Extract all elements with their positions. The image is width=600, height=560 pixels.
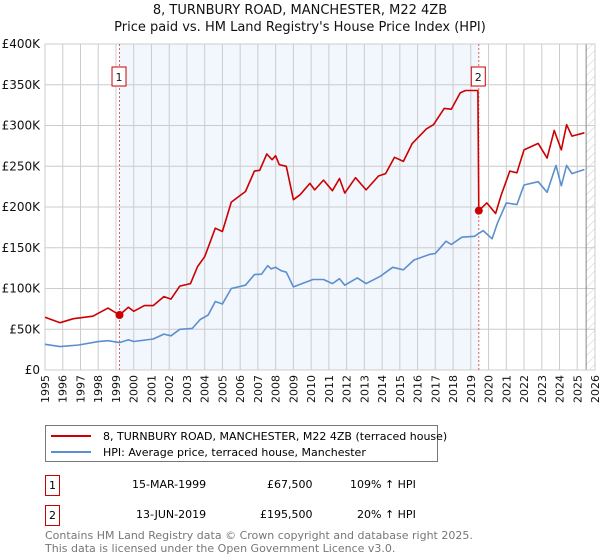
y-tick-label: £300K	[2, 119, 42, 133]
x-tick-label: 2009	[287, 375, 300, 403]
legend-swatch	[51, 451, 91, 453]
transaction-row: 1 15-MAR-1999 £67,500 109% ↑ HPI	[45, 475, 465, 496]
x-tick-label: 2007	[252, 375, 265, 403]
transaction-hpi: 109% ↑ HPI	[350, 478, 416, 491]
legend-label: 8, TURNBURY ROAD, MANCHESTER, M22 4ZB (t…	[103, 429, 448, 443]
x-tick-label: 2005	[216, 375, 229, 403]
chart-subtitle: Price paid vs. HM Land Registry's House …	[114, 20, 486, 35]
x-tick-label: 1997	[74, 375, 87, 403]
y-tick-label: £150K	[2, 241, 42, 255]
transaction-price: £67,500	[267, 478, 313, 491]
x-tick-label: 2016	[412, 375, 425, 403]
marker-badge: 1	[45, 475, 60, 496]
transaction-hpi: 20% ↑ HPI	[357, 508, 416, 521]
x-tick-label: 2000	[128, 375, 141, 403]
annotation-box	[111, 66, 127, 87]
property-series-line	[44, 89, 585, 324]
transaction-price: £195,500	[260, 508, 313, 521]
sale-point	[115, 310, 124, 319]
y-tick-label: £100K	[2, 282, 42, 296]
x-tick-label: 1995	[39, 375, 52, 403]
x-tick-label: 2018	[447, 375, 460, 403]
legend-item-property: 8, TURNBURY ROAD, MANCHESTER, M22 4ZB (t…	[46, 428, 447, 444]
x-tick-label: 2014	[376, 375, 389, 403]
x-tick-label: 2003	[181, 375, 194, 403]
marker-badge: 2	[45, 505, 60, 526]
transaction-row: 2 13-JUN-2019 £195,500 20% ↑ HPI	[45, 505, 465, 526]
legend-swatch	[51, 435, 91, 437]
x-tick-label: 2022	[518, 375, 531, 403]
x-tick-label: 2004	[199, 375, 212, 403]
annotation-label: 2	[475, 71, 482, 84]
x-tick-label: 2020	[483, 375, 496, 403]
y-tick-label: £200K	[2, 200, 42, 214]
x-tick-label: 2011	[323, 375, 336, 403]
annotation-box	[470, 66, 486, 87]
x-tick-label: 2002	[163, 375, 176, 403]
x-tick-label: 1999	[110, 375, 123, 403]
x-tick-label: 2001	[145, 375, 158, 403]
y-tick-label: £350K	[2, 78, 42, 92]
price-chart: 1995 1996 1997 1998 1999 2000 2001 2002 2003 2004…	[2, 37, 600, 403]
x-tick-label: 2010	[305, 375, 318, 403]
x-tick-label: 1996	[57, 375, 70, 403]
x-tick-label: 2013	[358, 375, 371, 403]
x-tick-label: 2015	[394, 375, 407, 403]
x-tick-label: 2006	[234, 375, 247, 403]
x-tick-label: 2026	[589, 375, 600, 403]
x-tick-label: 2019	[465, 375, 478, 403]
y-tick-label: £400K	[2, 37, 42, 51]
transaction-date: 15-MAR-1999	[132, 478, 207, 491]
x-tick-label: 2025	[571, 375, 584, 403]
footer-copyright: Contains HM Land Registry data © Crown c…	[45, 529, 473, 542]
y-tick-label: £250K	[2, 159, 42, 173]
transaction-date: 13-JUN-2019	[136, 508, 207, 521]
legend-item-hpi: HPI: Average price, terraced house, Manc…	[46, 444, 366, 460]
chart-title: 8, TURNBURY ROAD, MANCHESTER, M22 4ZB	[152, 3, 448, 18]
legend-label: HPI: Average price, terraced house, Manc…	[103, 445, 366, 459]
legend: 8, TURNBURY ROAD, MANCHESTER, M22 4ZB (t…	[45, 425, 447, 462]
annotation-label: 1	[116, 71, 123, 84]
sale-point	[474, 206, 483, 215]
x-tick-label: 2021	[500, 375, 513, 403]
x-tick-label: 2017	[429, 375, 442, 403]
x-tick-label: 1998	[92, 375, 105, 403]
plot-frame	[44, 43, 596, 371]
x-tick-label: 2012	[341, 375, 354, 403]
footer-licence: This data is licensed under the Open Gov…	[45, 542, 396, 555]
y-tick-label: £50K	[9, 322, 41, 336]
hpi-series-line	[44, 164, 585, 348]
y-tick-label: £0	[25, 363, 40, 377]
x-tick-label: 2024	[554, 375, 567, 403]
x-tick-label: 2023	[536, 375, 549, 403]
x-tick-label: 2008	[270, 375, 283, 403]
